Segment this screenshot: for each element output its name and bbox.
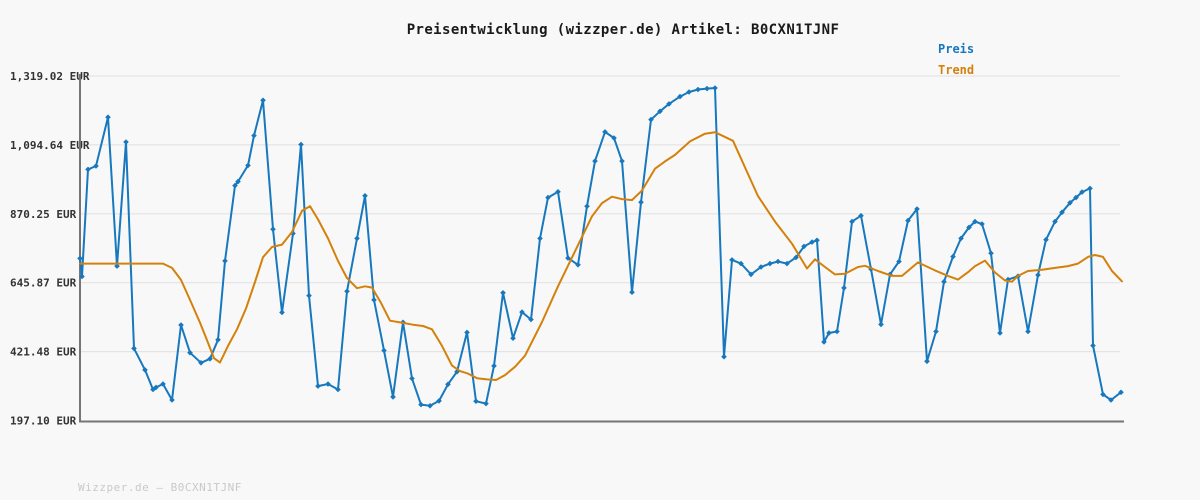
- watermark-text: Wizzper.de – B0CXN1TJNF: [78, 481, 242, 494]
- y-axis-label: 1,319.02 EUR: [10, 70, 90, 83]
- chart-title: Preisentwicklung (wizzper.de) Artikel: B…: [406, 22, 840, 38]
- legend: Preis Trend: [938, 39, 974, 81]
- legend-item-trend: Trend: [938, 63, 975, 77]
- series-line-preis: [79, 87, 1122, 407]
- series-line-trend: [79, 131, 1123, 381]
- y-axis-label: 870.25 EUR: [10, 208, 77, 221]
- y-axis-label: 197.10 EUR: [10, 415, 77, 428]
- y-axis-label: 421.48 EUR: [10, 346, 77, 359]
- series-markers-preis: [77, 85, 1124, 409]
- y-axis-label: 1,094.64 EUR: [10, 139, 90, 152]
- y-axis-label: 645.87 EUR: [10, 277, 77, 290]
- legend-item-preis: Preis: [938, 42, 975, 56]
